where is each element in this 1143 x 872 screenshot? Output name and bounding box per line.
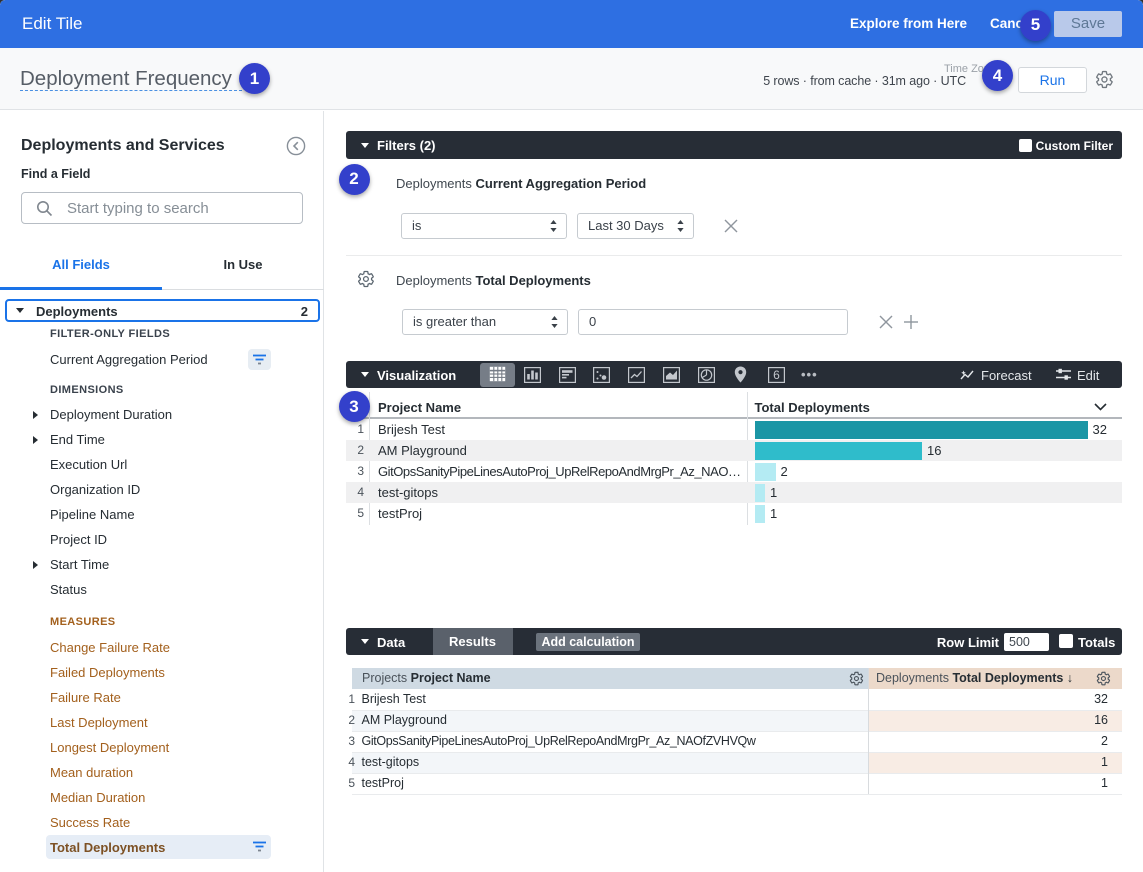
svg-text:6: 6 [773, 368, 780, 382]
